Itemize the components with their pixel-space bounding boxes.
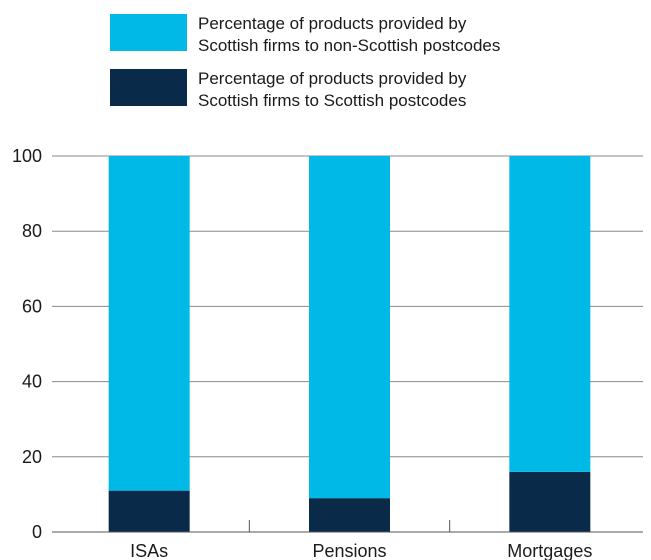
bar-segment-mortgages-series-1 xyxy=(509,156,591,472)
bar-segment-mortgages-series-0 xyxy=(509,471,591,532)
y-tick-label: 100 xyxy=(12,146,42,166)
x-axis: ISAs Pensions Mortgages xyxy=(52,520,643,560)
x-category-label: Mortgages xyxy=(507,541,592,560)
y-tick-label: 0 xyxy=(32,522,42,542)
legend-label: Percentage of products provided by xyxy=(198,14,467,33)
chart-legend: Percentage of products provided by Scotti… xyxy=(110,14,500,110)
chart-bars xyxy=(108,156,591,532)
y-tick-label: 60 xyxy=(22,296,42,316)
y-axis: 0 20 40 60 80 100 xyxy=(12,146,42,542)
bar-segment-isas-series-0 xyxy=(108,490,190,532)
legend-label: Scottish firms to Scottish postcodes xyxy=(198,91,466,110)
x-category-label: Pensions xyxy=(312,541,386,560)
y-tick-label: 40 xyxy=(22,372,42,392)
legend-label: Percentage of products provided by xyxy=(198,69,467,88)
legend-label: Scottish firms to non-Scottish postcodes xyxy=(198,36,500,55)
bar-segment-isas-series-1 xyxy=(108,156,190,491)
y-tick-label: 20 xyxy=(22,447,42,467)
legend-swatch xyxy=(110,69,187,106)
legend-swatch xyxy=(110,14,187,51)
bar-segment-pensions-series-0 xyxy=(309,498,390,532)
x-category-label: ISAs xyxy=(130,541,168,560)
bar-segment-pensions-series-1 xyxy=(309,156,390,499)
y-tick-label: 80 xyxy=(22,221,42,241)
